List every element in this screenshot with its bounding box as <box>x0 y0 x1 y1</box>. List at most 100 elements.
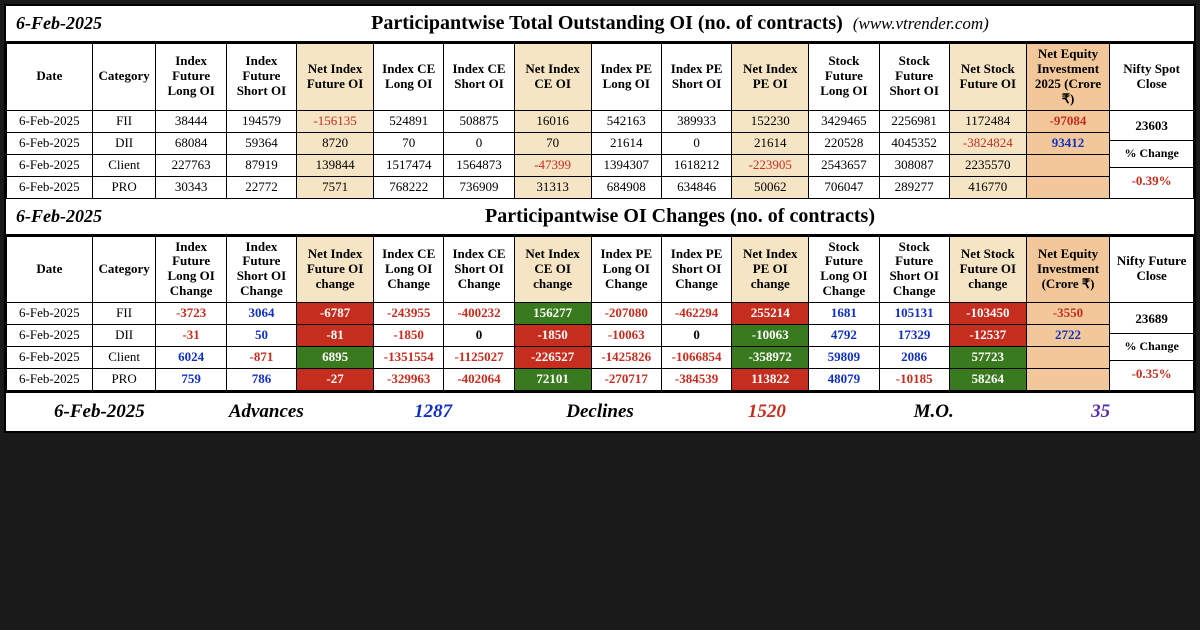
cell: 6-Feb-2025 <box>7 132 93 154</box>
cell: 6-Feb-2025 <box>7 176 93 198</box>
nifty-spot-cell: 23603% Change-0.39% <box>1110 110 1194 198</box>
table-row: 6-Feb-2025Client6024-8716895-1351554-112… <box>7 347 1194 369</box>
cell: -10063 <box>591 325 661 347</box>
cell: 58264 <box>949 369 1026 391</box>
cell: 768222 <box>374 176 444 198</box>
cell: 57723 <box>949 347 1026 369</box>
col-header: Net Stock Future OI change <box>949 236 1026 303</box>
cell: 8720 <box>297 132 374 154</box>
col-header: Stock Future Short OI Change <box>879 236 949 303</box>
col-header: Net Index CE OI <box>514 44 591 111</box>
cell: 1517474 <box>374 154 444 176</box>
col-header: Stock Future Long OI <box>809 44 879 111</box>
cell: 508875 <box>444 110 514 132</box>
cell: -1425826 <box>591 347 661 369</box>
cell: 72101 <box>514 369 591 391</box>
col-header: Index PE Long OI <box>591 44 661 111</box>
col-header: Net Index PE OI change <box>732 236 809 303</box>
col-header: Date <box>7 44 93 111</box>
table-row: 6-Feb-2025FII38444194579-156135524891508… <box>7 110 1194 132</box>
cell: -97084 <box>1026 110 1110 132</box>
table-row: 6-Feb-2025PRO759786-27-329963-4020647210… <box>7 369 1194 391</box>
col-header: Stock Future Short OI <box>879 44 949 111</box>
pct-change-value: -0.39% <box>1110 168 1193 195</box>
cell: -156135 <box>297 110 374 132</box>
col-header: Index PE Short OI <box>661 44 731 111</box>
cell <box>1026 347 1110 369</box>
cell: 70 <box>374 132 444 154</box>
cell: -384539 <box>661 369 731 391</box>
cell: -402064 <box>444 369 514 391</box>
cell: 113822 <box>732 369 809 391</box>
cell: 0 <box>661 325 731 347</box>
cell: 6-Feb-2025 <box>7 154 93 176</box>
cell: 220528 <box>809 132 879 154</box>
cell: PRO <box>92 369 156 391</box>
cell: 59809 <box>809 347 879 369</box>
cell: -1850 <box>374 325 444 347</box>
cell: 684908 <box>591 176 661 198</box>
cell: -3723 <box>156 303 226 325</box>
cell: -329963 <box>374 369 444 391</box>
top-date: 6-Feb-2025 <box>16 13 176 34</box>
oi-changes-table: DateCategoryIndex Future Long OI ChangeI… <box>6 236 1194 392</box>
cell: -103450 <box>949 303 1026 325</box>
col-header: Category <box>92 44 156 111</box>
cell: 194579 <box>226 110 296 132</box>
col-header: Date <box>7 236 93 303</box>
cell: 30343 <box>156 176 226 198</box>
cell: 50062 <box>732 176 809 198</box>
cell: 736909 <box>444 176 514 198</box>
col-header: Net Index CE OI change <box>514 236 591 303</box>
cell: 7571 <box>297 176 374 198</box>
cell: 6-Feb-2025 <box>7 110 93 132</box>
cell: 6-Feb-2025 <box>7 347 93 369</box>
cell: 139844 <box>297 154 374 176</box>
cell: 17329 <box>879 325 949 347</box>
col-header: Index Future Long OI <box>156 44 226 111</box>
cell: 22772 <box>226 176 296 198</box>
col-header: Index PE Long OI Change <box>591 236 661 303</box>
bot-title-row: 6-Feb-2025 Participantwise OI Changes (n… <box>6 199 1194 236</box>
cell: -1351554 <box>374 347 444 369</box>
cell: -3550 <box>1026 303 1110 325</box>
nifty-future-cell: 23689% Change-0.35% <box>1110 303 1194 391</box>
cell: -6787 <box>297 303 374 325</box>
cell: 634846 <box>661 176 731 198</box>
footer-date: 6-Feb-2025 <box>16 401 183 423</box>
cell: 6-Feb-2025 <box>7 303 93 325</box>
col-header: Net Equity Investment 2025 (Crore ₹) <box>1026 44 1110 111</box>
table-row: 6-Feb-2025Client227763879191398441517474… <box>7 154 1194 176</box>
cell: 4792 <box>809 325 879 347</box>
col-header: Nifty Future Close <box>1110 236 1194 303</box>
table-row: 6-Feb-2025FII-37233064-6787-243955-40023… <box>7 303 1194 325</box>
cell: 48079 <box>809 369 879 391</box>
cell: 38444 <box>156 110 226 132</box>
footer-row: 6-Feb-2025 Advances 1287 Declines 1520 M… <box>6 391 1194 431</box>
advances-value: 1287 <box>350 401 517 423</box>
cell: 6-Feb-2025 <box>7 325 93 347</box>
top-title: Participantwise Total Outstanding OI (no… <box>176 12 1184 35</box>
cell: 59364 <box>226 132 296 154</box>
cell: -47399 <box>514 154 591 176</box>
cell: 2256981 <box>879 110 949 132</box>
cell: 93412 <box>1026 132 1110 154</box>
bot-date: 6-Feb-2025 <box>16 206 176 227</box>
cell: 1681 <box>809 303 879 325</box>
cell: 227763 <box>156 154 226 176</box>
cell: 3429465 <box>809 110 879 132</box>
cell: 1394307 <box>591 154 661 176</box>
col-header: Net Equity Investment (Crore ₹) <box>1026 236 1110 303</box>
cell: 706047 <box>809 176 879 198</box>
cell: -226527 <box>514 347 591 369</box>
mo-label: M.O. <box>850 401 1017 423</box>
cell: -1850 <box>514 325 591 347</box>
cell: 308087 <box>879 154 949 176</box>
cell: 759 <box>156 369 226 391</box>
cell: -10063 <box>732 325 809 347</box>
cell: 0 <box>444 132 514 154</box>
cell: 152230 <box>732 110 809 132</box>
cell: 21614 <box>732 132 809 154</box>
cell: 1172484 <box>949 110 1026 132</box>
cell: -3824824 <box>949 132 1026 154</box>
